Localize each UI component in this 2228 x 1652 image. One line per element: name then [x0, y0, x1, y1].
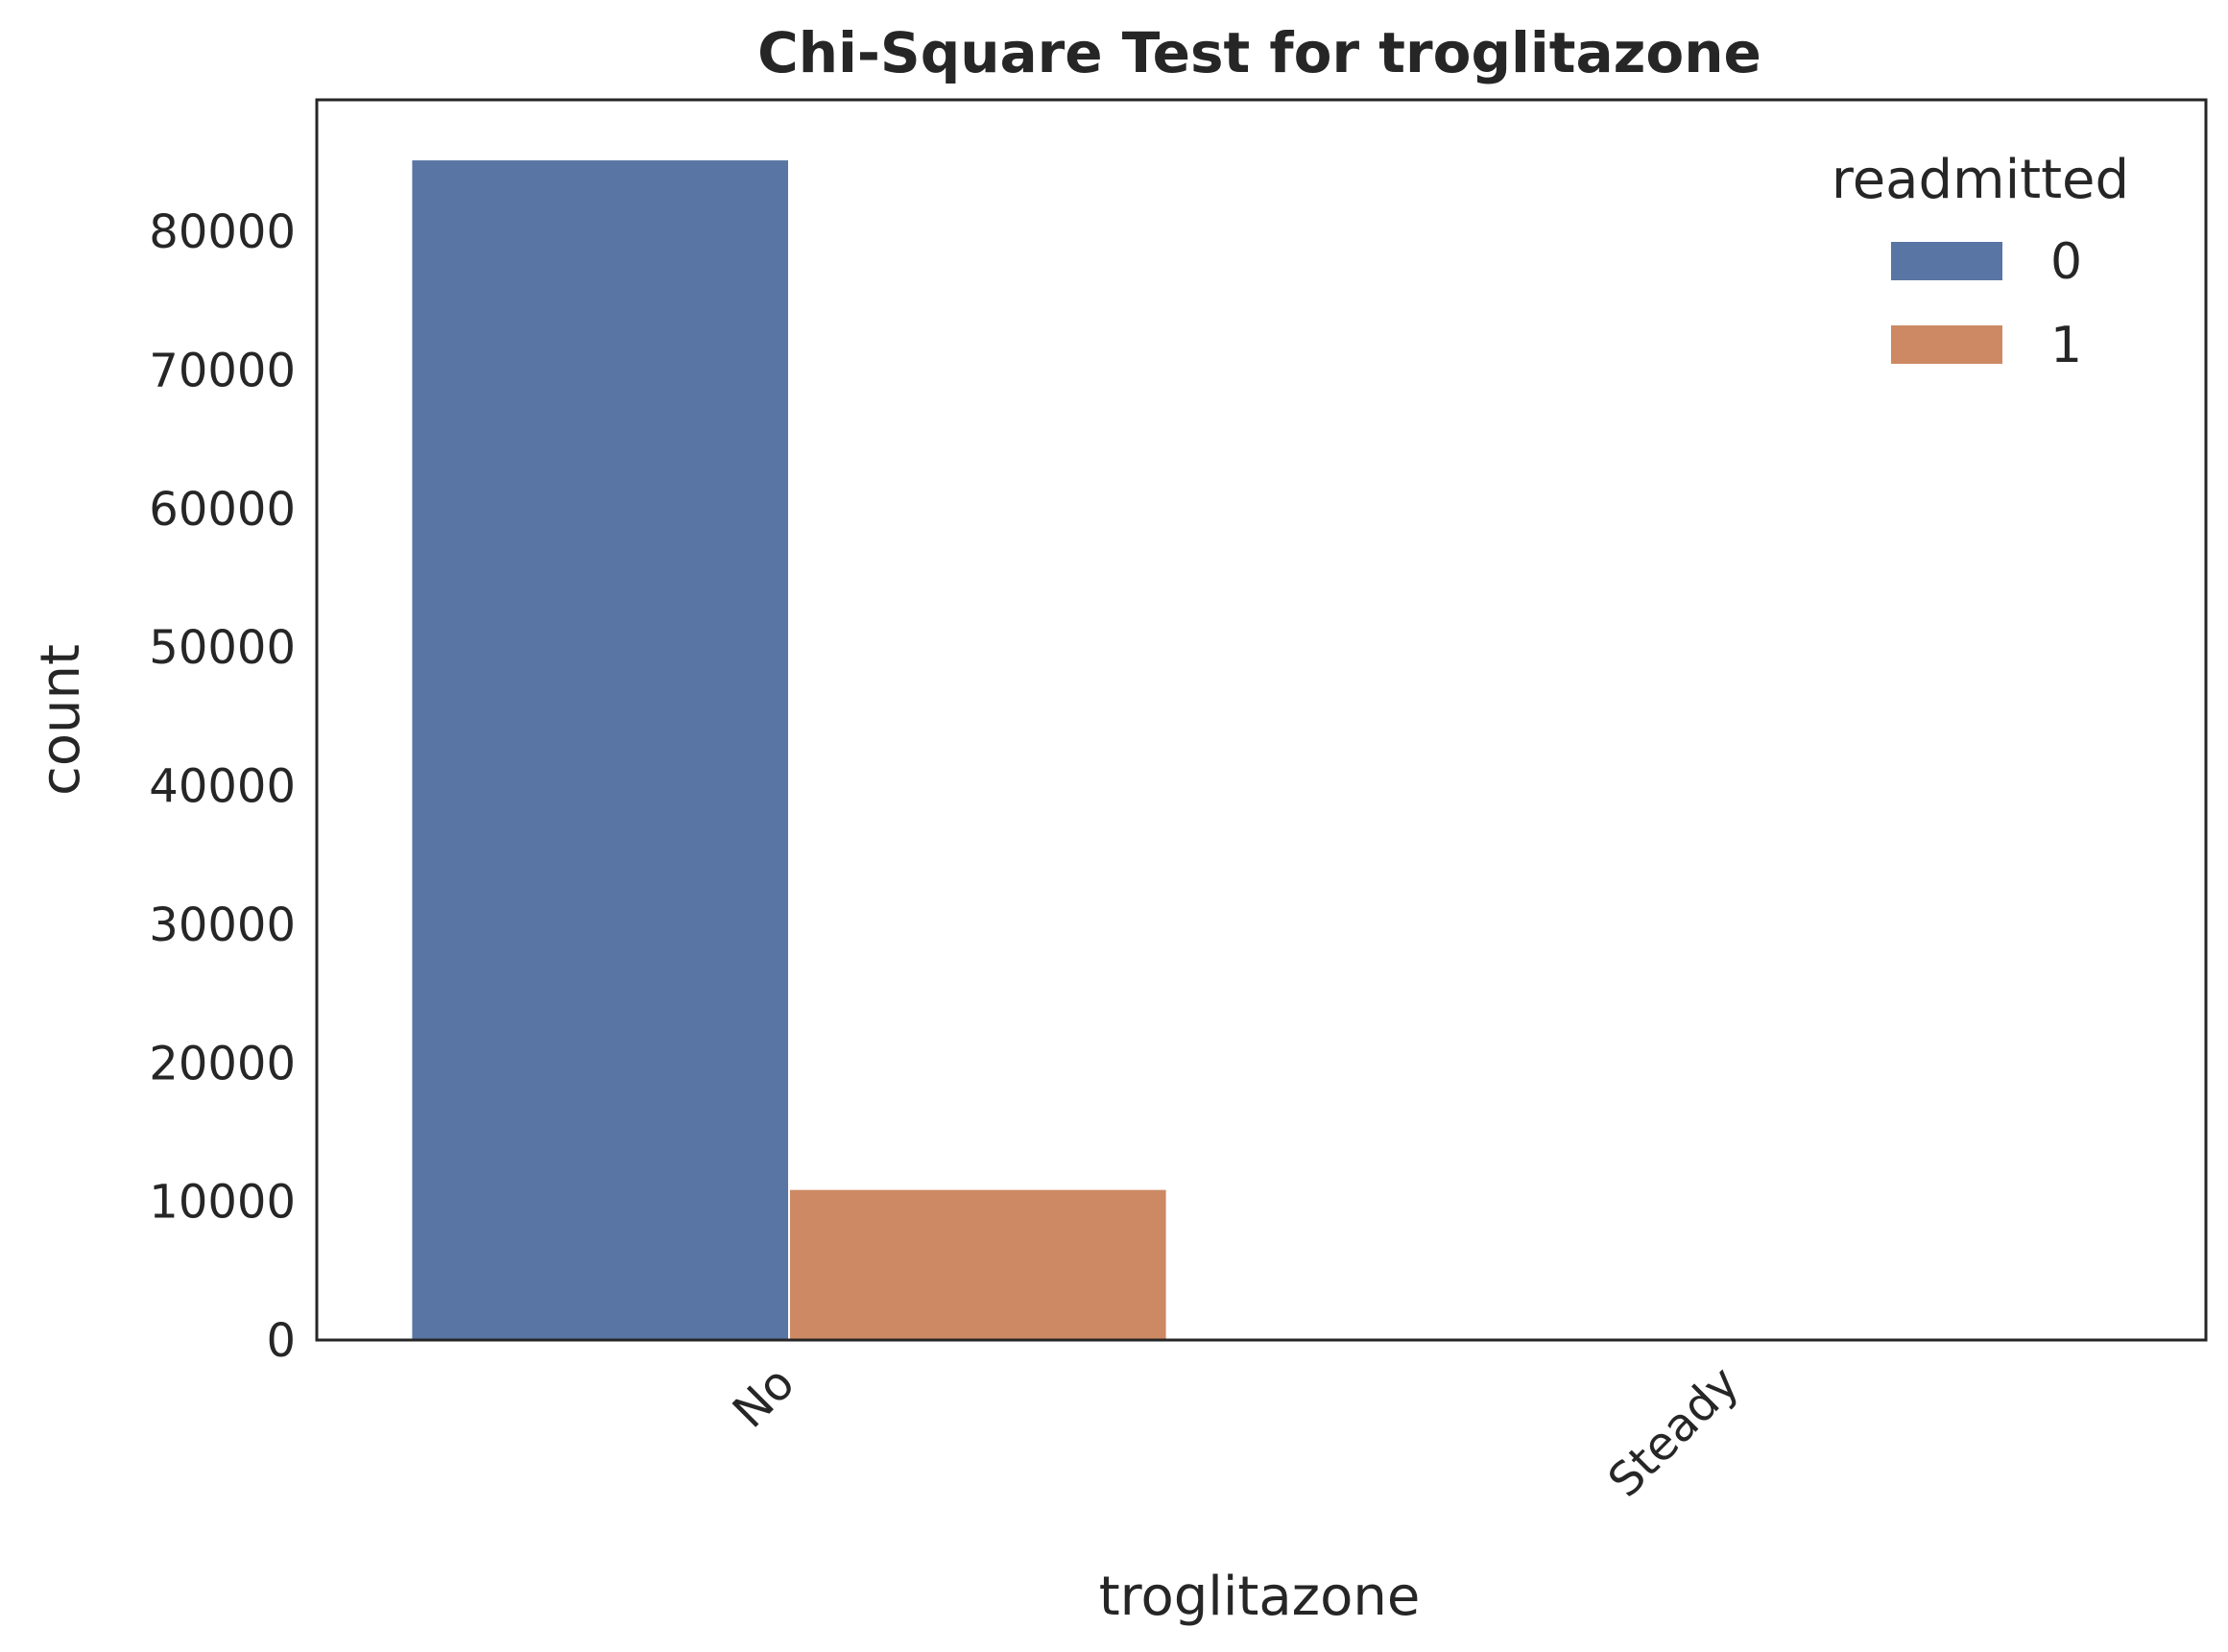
legend-swatch-0 — [1891, 242, 2002, 280]
legend-swatch-1 — [1891, 325, 2002, 364]
legend-label-1: 1 — [2050, 317, 2082, 374]
y-tick-label: 50000 — [149, 621, 296, 675]
y-tick-label: 80000 — [149, 205, 296, 259]
y-axis-label: count — [30, 644, 92, 796]
plot-frame — [315, 98, 2208, 1342]
bars-group — [410, 158, 1736, 1342]
y-tick-label: 60000 — [149, 483, 296, 537]
y-tick-label: 0 — [266, 1314, 296, 1368]
y-tick-label: 30000 — [149, 898, 296, 952]
y-tick-label: 40000 — [149, 760, 296, 814]
chart-title: Chi-Square Test for troglitazone — [757, 20, 1761, 85]
y-tick-label: 10000 — [149, 1176, 296, 1230]
y-axis-ticks: 0 10000 20000 30000 40000 50000 60000 70000 8000… — [149, 205, 296, 1368]
y-tick-label: 20000 — [149, 1037, 296, 1090]
legend-title: readmitted — [1832, 149, 2129, 211]
bar-no-readmitted-1 — [788, 1187, 1168, 1341]
y-tick-label: 70000 — [149, 344, 296, 397]
legend-items: 01 — [1891, 233, 2082, 374]
x-tick-label: No — [723, 1356, 805, 1439]
x-axis-label: troglitazone — [1099, 1566, 1421, 1628]
legend: readmitted 01 — [1832, 149, 2129, 374]
x-tick-label: Steady — [1598, 1356, 1750, 1508]
x-axis-ticks: No Steady — [723, 1356, 1750, 1508]
legend-label-0: 0 — [2050, 233, 2082, 291]
bar-no-readmitted-0 — [410, 158, 790, 1342]
